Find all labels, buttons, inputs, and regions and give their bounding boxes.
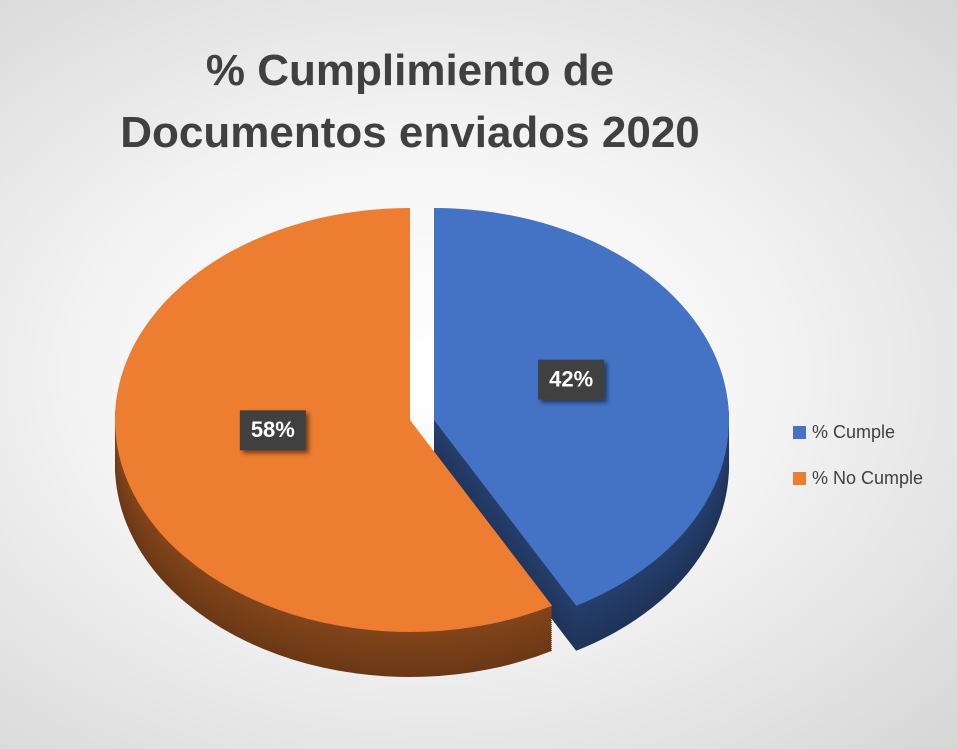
legend-label: % No Cumple <box>812 468 923 488</box>
legend-swatch <box>793 426 806 439</box>
slice <box>114 207 553 632</box>
data-label: 42% <box>549 367 593 392</box>
legend-label: % Cumple <box>812 422 895 442</box>
data-label-box <box>239 410 306 451</box>
data-label: 58% <box>251 417 295 442</box>
slice <box>434 208 729 606</box>
chart-title: % Cumplimiento de Documentos enviados 20… <box>120 46 700 157</box>
data-label-box <box>538 359 605 400</box>
legend-swatch <box>793 472 806 485</box>
